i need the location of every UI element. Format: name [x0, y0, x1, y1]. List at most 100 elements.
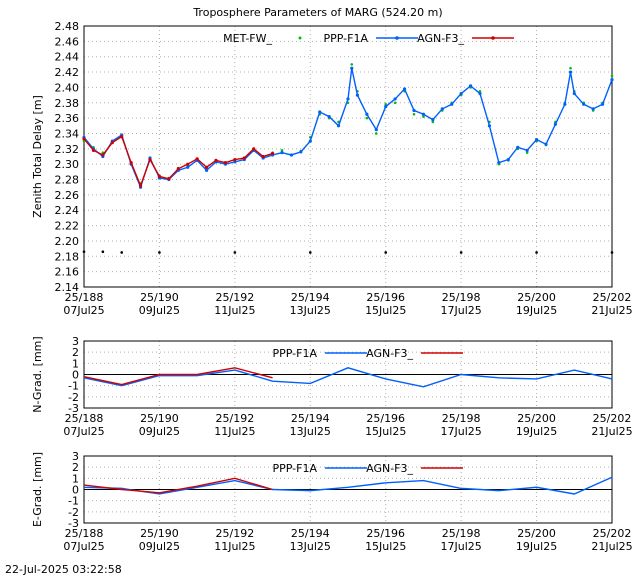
y-tick-label: 0: [72, 484, 79, 497]
y-tick-label: 2.14: [55, 281, 80, 294]
data-point: [374, 132, 378, 135]
series-agn-f3: [82, 134, 275, 188]
x-tick-label-date: 07Jul25: [63, 425, 104, 438]
y-tick-label: -1: [68, 495, 79, 508]
y-axis-label: Zenith Total Delay [m]: [31, 95, 44, 218]
data-point: [431, 118, 435, 122]
data-point: [186, 162, 190, 166]
data-point: [478, 89, 482, 93]
data-point: [478, 91, 482, 96]
y-tick-label: 2.16: [55, 266, 80, 279]
data-point: [252, 147, 256, 151]
plot-frame: [83, 455, 613, 524]
y-tick-label: 2.36: [55, 112, 80, 125]
data-point: [158, 251, 161, 254]
y-tick-label: 2.38: [55, 97, 80, 110]
data-point: [82, 250, 86, 253]
plot-frame: [83, 25, 613, 288]
x-tick-label-doy: 25/202: [593, 412, 632, 425]
series-met-fw: [82, 63, 614, 185]
y-tick-label: 2.42: [55, 66, 80, 79]
legend-item: AGN-F3_: [366, 347, 463, 360]
x-tick-label-date: 15Jul25: [365, 304, 406, 317]
x-tick-label-doy: 25/200: [517, 291, 556, 304]
x-tick-label-date: 09Jul25: [139, 304, 180, 317]
x-tick-label-date: 09Jul25: [139, 425, 180, 438]
data-point: [569, 66, 572, 70]
x-tick-label-doy: 25/196: [366, 527, 405, 540]
legend-label: PPP-F1A: [273, 462, 318, 475]
legend-swatch: [298, 36, 302, 40]
y-tick-label: -1: [68, 380, 79, 393]
x-tick-label-doy: 25/198: [442, 291, 481, 304]
legend-label: PPP-F1A: [273, 347, 318, 360]
y-tick-label: 2.30: [55, 158, 80, 171]
y-tick-label: 2.22: [55, 220, 80, 233]
data-point: [186, 165, 190, 169]
y-tick-label: 2.44: [55, 51, 80, 64]
x-tick-label-date: 15Jul25: [365, 540, 406, 553]
data-point: [534, 138, 539, 142]
data-point: [148, 157, 152, 162]
data-point: [610, 251, 614, 254]
data-point: [525, 148, 529, 152]
legend-label: MET-FW_: [223, 32, 272, 45]
data-point: [280, 149, 284, 152]
x-tick-label-date: 17Jul25: [441, 304, 482, 317]
series-line: [83, 477, 273, 494]
data-point: [591, 107, 595, 111]
y-axis-label: E-Grad. [mm]: [31, 452, 44, 527]
y-tick-label: 2.46: [55, 35, 80, 48]
series-reference: [82, 250, 614, 254]
data-point: [497, 161, 501, 165]
data-point: [280, 151, 284, 155]
data-point: [167, 177, 171, 181]
series-line: [83, 367, 273, 386]
x-tick-label-date: 21Jul25: [591, 304, 632, 317]
legend-label: AGN-F3_: [417, 32, 464, 45]
series-ppp-f1a: [83, 476, 613, 495]
x-tick-label-doy: 25/198: [442, 527, 481, 540]
y-tick-label: -3: [68, 402, 79, 415]
data-point: [412, 108, 416, 113]
data-point: [422, 115, 425, 118]
data-point: [563, 102, 567, 106]
x-tick-label-doy: 25/190: [140, 412, 179, 425]
x-tick-label-doy: 25/194: [291, 527, 330, 540]
data-point: [157, 174, 162, 179]
x-tick-label-date: 13Jul25: [290, 425, 331, 438]
data-point: [610, 78, 614, 82]
x-tick-label-date: 11Jul25: [214, 540, 255, 553]
data-point: [525, 151, 529, 154]
x-tick-label-date: 19Jul25: [516, 304, 557, 317]
data-point: [233, 157, 237, 162]
data-point: [572, 91, 576, 96]
x-tick-label-date: 15Jul25: [365, 425, 406, 438]
data-point: [365, 116, 369, 120]
timestamp: 22-Jul-2025 03:22:58: [5, 563, 122, 576]
x-tick-label-date: 19Jul25: [516, 425, 557, 438]
x-tick-label-doy: 25/192: [216, 412, 255, 425]
legend-label: AGN-F3_: [366, 462, 413, 475]
data-point: [289, 153, 294, 157]
x-tick-label-doy: 25/194: [291, 291, 330, 304]
data-point: [110, 141, 114, 145]
data-point: [412, 112, 416, 116]
data-point: [138, 184, 143, 188]
x-tick-label-doy: 25/188: [65, 291, 104, 304]
y-tick-label: 2.28: [55, 174, 80, 187]
data-point: [506, 157, 510, 162]
series-line: [83, 367, 613, 388]
x-tick-label-doy: 25/190: [140, 527, 179, 540]
data-point: [431, 120, 435, 124]
data-point: [355, 93, 360, 97]
data-point: [82, 137, 86, 141]
y-tick-label: 1: [72, 357, 79, 370]
x-tick-label-doy: 25/202: [593, 527, 632, 540]
x-tick-label-doy: 25/196: [366, 291, 405, 304]
y-tick-label: -2: [68, 391, 79, 404]
data-point: [308, 139, 312, 143]
data-point: [600, 102, 605, 106]
y-tick-label: 2.26: [55, 189, 80, 202]
